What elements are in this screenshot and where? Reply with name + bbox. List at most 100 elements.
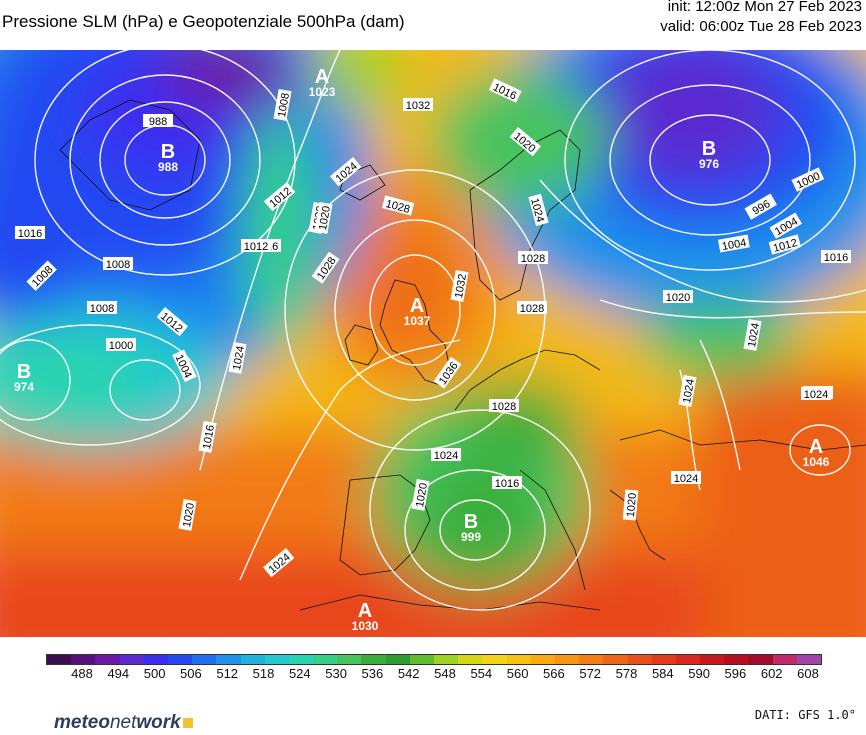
colorbar-swatch (724, 655, 749, 664)
init-time: init: 12:00z Mon 27 Feb 2023 (667, 0, 862, 15)
center-value: 1037 (404, 314, 431, 328)
geopotential-colorbar (46, 654, 822, 665)
colorbar-tick-label: 518 (252, 666, 275, 681)
isobar-label: 1020 (314, 202, 333, 234)
brand-meteo: meteo (54, 712, 110, 733)
colorbar-swatch (240, 655, 265, 664)
isobar-label: 1016 (198, 421, 217, 453)
center-letter: A (358, 600, 372, 622)
colorbar-tick-label: 512 (216, 666, 239, 681)
colorbar-swatch (313, 655, 338, 664)
center-value: 976 (699, 157, 719, 171)
isobar-label: 1020 (411, 479, 430, 511)
colorbar-tick-label: 524 (288, 666, 311, 681)
isobar-label: 1016 (821, 250, 851, 264)
isobar-label-text: 1024 (231, 345, 247, 371)
colorbar-swatch (772, 655, 797, 664)
colorbar-swatch (554, 655, 580, 664)
colorbar-swatch (143, 655, 168, 664)
colorbar-swatch (434, 655, 459, 664)
isobar-label: 1024 (743, 319, 762, 351)
isobar-label: 1024 (671, 471, 701, 485)
map-title: Pressione SLM (hPa) e Geopotenziale 500h… (2, 12, 405, 31)
isobar-label-text: 988 (149, 116, 167, 128)
isobar-label: 1008 (103, 257, 133, 271)
colorbar-swatch (119, 655, 144, 664)
colorbar-tick-label: 572 (579, 666, 602, 681)
center-value: 999 (461, 530, 481, 544)
valid-time: valid: 06:00z Tue 28 Feb 2023 (660, 18, 862, 35)
colorbar-tick-label: 542 (397, 666, 420, 681)
isobar-label-text: 1020 (181, 502, 197, 528)
colorbar-swatch (579, 655, 604, 664)
isobar-label-layer: 9881008101210161020102410281032103610161… (15, 78, 851, 578)
colorbar-swatch (264, 655, 289, 664)
center-value: 988 (158, 160, 178, 174)
isobar-label: 1020 (663, 290, 693, 304)
isobar-label-text: 1008 (90, 303, 114, 315)
colorbar-tick-label: 548 (434, 666, 456, 681)
isobar-label: 1016 (492, 476, 522, 490)
colorbar-swatch (288, 655, 314, 664)
colorbar-tick-label: 560 (506, 666, 529, 681)
colorbar-swatch (71, 655, 96, 664)
isobar-label-text: 1016 (824, 252, 848, 264)
geopotential-field (0, 50, 866, 637)
colorbar-swatch (167, 655, 193, 664)
colorbar-ticks: 488 494 500 506 512 518 524 530 536 542 548 554 560 5… (0, 666, 866, 684)
isobar-label-text: 1028 (492, 401, 516, 413)
center-letter: B (464, 511, 478, 533)
colorbar-swatch (603, 655, 628, 664)
isobar-label: 1012 (241, 239, 271, 253)
isobar-label-text: 1008 (106, 259, 130, 271)
colorbar-swatch (506, 655, 531, 664)
forecast-map: 9881008101210161020102410281032103610161… (0, 50, 866, 637)
center-letter: B (702, 138, 716, 160)
center-value: 974 (14, 380, 34, 394)
isobar-label: 1020 (178, 499, 197, 531)
isobar-label-text: 1032 (453, 273, 469, 299)
isobar-label: 1024 (801, 387, 831, 401)
colorbar-swatch (409, 655, 434, 664)
isobar-label-text: 1024 (434, 450, 458, 462)
colorbar-swatch (95, 655, 120, 664)
colorbar-tick-label: 530 (325, 666, 347, 681)
colorbar-swatch (361, 655, 386, 664)
isobar-label: 1008 (273, 89, 292, 121)
isobar-label-text: 1016 (495, 478, 519, 490)
colorbar-swatch (796, 655, 821, 664)
isobar-label-text: 1020 (317, 205, 333, 231)
center-letter: A (410, 295, 424, 317)
colorbar-swatch (337, 655, 362, 664)
colorbar-swatch (627, 655, 652, 664)
colorbar-tick-label: 578 (615, 666, 638, 681)
colorbar-tick-label: 554 (470, 666, 493, 681)
isobar-label-text: 1028 (521, 253, 545, 265)
isobar-label-text: 1028 (520, 303, 544, 315)
colorbar-tick-label: 500 (143, 666, 166, 681)
isobar-label-text: 1012 (244, 241, 268, 253)
isobar-label-text: 1024 (746, 322, 762, 348)
colorbar-tick-label: 488 (71, 666, 93, 681)
colorbar-swatch (216, 655, 241, 664)
colorbar-tick-label: 584 (651, 666, 674, 681)
center-value: 1046 (803, 455, 830, 469)
colorbar-tick-label: 596 (724, 666, 747, 681)
isobar-label: 988 (143, 114, 173, 128)
colorbar-swatch (748, 655, 773, 664)
center-letter: A (809, 436, 823, 458)
center-letter: B (17, 361, 31, 383)
colorbar-swatch (675, 655, 701, 664)
colorbar-swatch (482, 655, 507, 664)
center-letter: A (315, 66, 329, 88)
isobar-label-text: 1024 (804, 389, 828, 401)
colorbar-tick-label: 506 (180, 666, 202, 681)
isobar-label-text: 1008 (276, 92, 292, 118)
colorbar-swatch (651, 655, 676, 664)
